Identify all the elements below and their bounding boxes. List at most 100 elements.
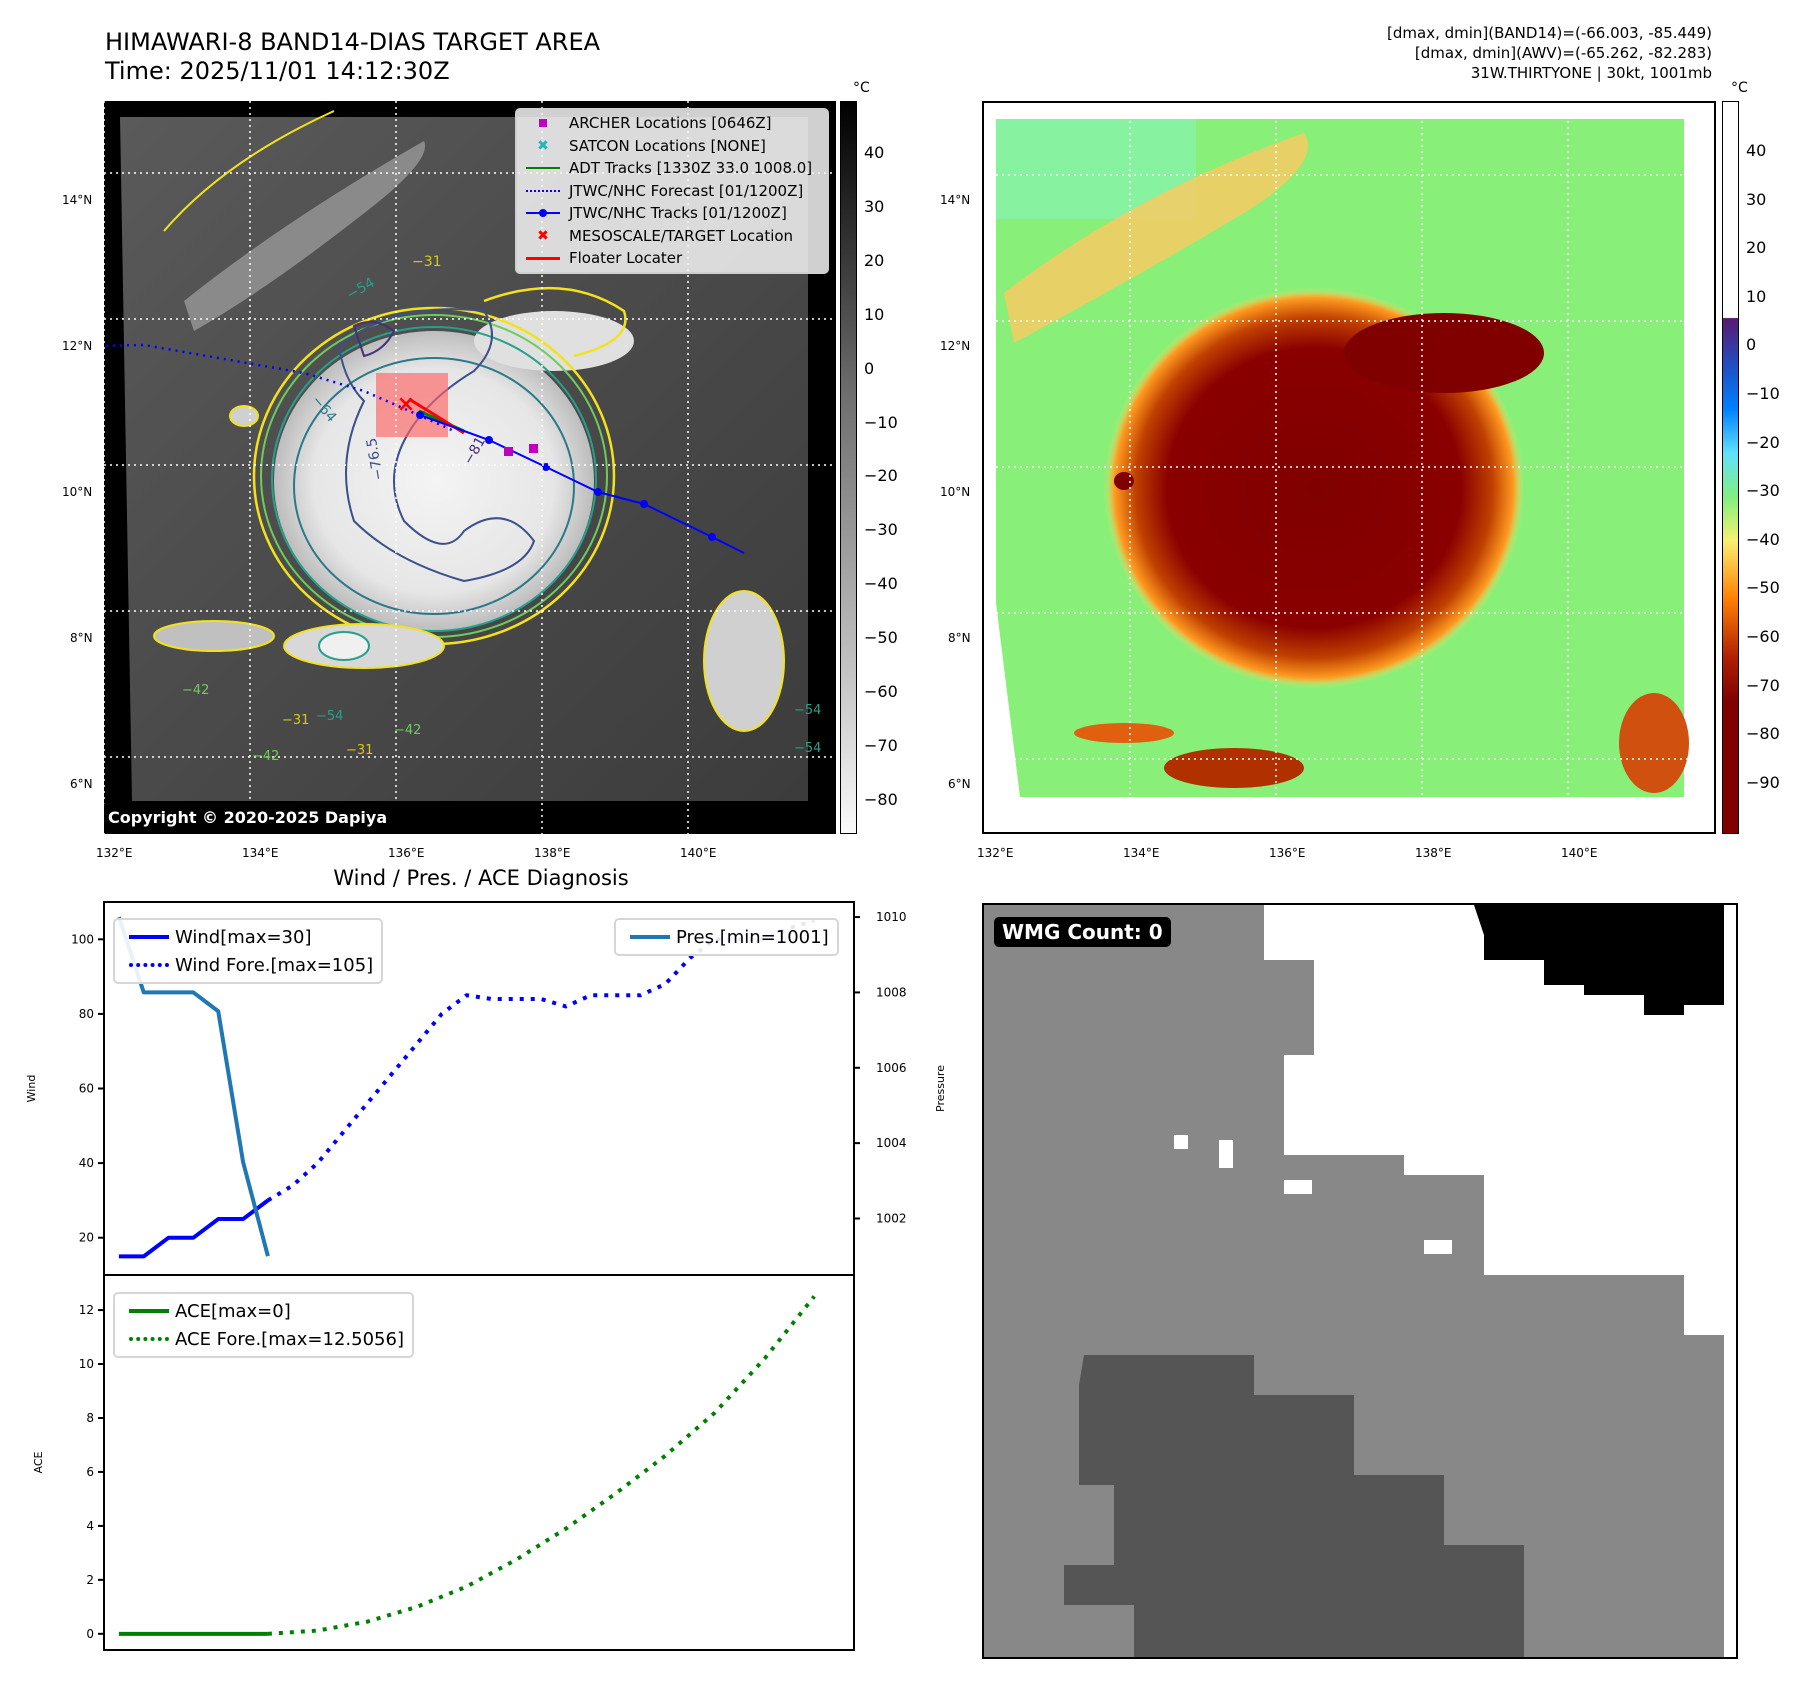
- legend-item-jtwc-forecast: JTWC/NHC Forecast [01/1200Z]: [517, 180, 827, 203]
- colorbar-unit: °C: [1731, 80, 1748, 96]
- left-map-title-line1: HIMAWARI-8 BAND14-DIAS TARGET AREA: [105, 28, 601, 56]
- x-marker-icon: ✖: [537, 227, 549, 244]
- colorbar-tick-label: −70: [864, 735, 898, 755]
- legend-item-satcon: ✖ SATCON Locations [NONE]: [537, 136, 766, 155]
- contour-label: −31: [412, 254, 442, 270]
- lon-tick: 138°E: [1415, 846, 1452, 860]
- ace-ytick-label: 6: [86, 1465, 94, 1479]
- legend-item-ace-forecast: ACE Fore.[max=12.5056]: [123, 1325, 404, 1353]
- left-map-panel: × −31 −54 −64 −76.5 −81 −42 −54 −31 −42 …: [104, 101, 836, 834]
- contour-minus54: [271, 326, 597, 632]
- wmg-panel: WMG Count: 0: [982, 903, 1738, 1659]
- x-marker-icon: ✖: [537, 137, 549, 154]
- map-gridlines: [104, 101, 836, 834]
- cloud-band-nw: [184, 141, 426, 331]
- colorbar-tick-label: 40: [864, 143, 885, 162]
- lat-tick: 6°N: [70, 777, 93, 791]
- lat-tick: 14°N: [62, 193, 93, 207]
- wind-ytick-label: 40: [79, 1156, 94, 1170]
- left-colorbar: [840, 101, 857, 834]
- mesoscale-target-marker: ×: [397, 392, 415, 417]
- colorbar-tick-label: −80: [1746, 724, 1780, 744]
- contour-label: −54: [794, 741, 822, 756]
- contour-minus64: [293, 357, 575, 615]
- ace-ytick-label: 2: [86, 1573, 94, 1587]
- contour-label: −42: [182, 683, 210, 698]
- colorbar-tick-label: −60: [864, 682, 898, 701]
- colorbar-tick-label: −50: [864, 628, 898, 648]
- map-gridlines: [984, 103, 1714, 832]
- info-line-band14: [dmax, dmin](BAND14)=(-66.003, -85.449): [1387, 24, 1712, 42]
- legend-item-mesoscale: ✖ MESOSCALE/TARGET Location: [537, 226, 794, 245]
- floater-box: [376, 373, 448, 437]
- colorbar-tick-label: 10: [864, 304, 885, 324]
- colorbar-unit: °C: [853, 80, 870, 96]
- archer-location-marker: [504, 447, 513, 456]
- ace-ytick-label: 10: [79, 1357, 94, 1371]
- legend-item-floater: Floater Locater: [517, 247, 827, 270]
- colorbar-tick-label: 20: [1746, 238, 1767, 258]
- colorbar-tick-label: 10: [1746, 286, 1767, 306]
- pressure-legend: Pres.[min=1001]: [614, 918, 839, 956]
- lat-tick: 8°N: [948, 631, 971, 645]
- colorbar-tick-label: −10: [1746, 384, 1780, 403]
- diagnosis-title: Wind / Pres. / ACE Diagnosis: [333, 866, 629, 890]
- lat-tick: 14°N: [940, 193, 971, 207]
- contour-label: −31: [346, 743, 374, 758]
- legend-item-archer: ARCHER Locations [0646Z]: [517, 112, 827, 135]
- jtwc-track-point: [542, 463, 550, 471]
- solid-line-icon: [526, 256, 560, 260]
- wind-line: [118, 1198, 270, 1259]
- legend-item-wind-forecast: Wind Fore.[max=105]: [123, 951, 373, 979]
- line-dot-icon: [526, 209, 560, 218]
- colorbar-tick-label: 30: [864, 196, 885, 216]
- lon-tick: 134°E: [1123, 846, 1160, 860]
- colorbar-tick-label: −70: [1746, 675, 1780, 695]
- contour-label: −54: [316, 709, 344, 724]
- colorbar-tick-label: 40: [1746, 141, 1767, 160]
- pressure-ytick-label: 1002: [876, 1211, 907, 1225]
- legend-item-wind: Wind[max=30]: [123, 923, 373, 951]
- pressure-ytick-label: 1008: [876, 985, 907, 999]
- lat-tick: 10°N: [62, 485, 93, 499]
- wind-ytick-label: 100: [71, 932, 94, 946]
- pressure-ytick-label: 1006: [876, 1061, 907, 1075]
- wmg-grid: [984, 905, 1724, 1657]
- pressure-ytick-label: 1004: [876, 1136, 907, 1150]
- wmg-region-black: [1474, 905, 1724, 1015]
- colorbar-tick-label: −50: [1746, 578, 1780, 598]
- lon-tick: 134°E: [242, 846, 279, 860]
- lon-tick: 138°E: [534, 846, 571, 860]
- ace-chart: 12 10 8 6 4 2 0 ACE: [32, 1274, 855, 1651]
- contour-minus81: [352, 321, 396, 358]
- map-legend: ARCHER Locations [0646Z] ✖ SATCON Locatio…: [515, 108, 829, 274]
- colorbar-tick-label: 0: [1746, 335, 1757, 355]
- storm-info: 31W.THIRTYONE | 30kt, 1001mb: [1470, 64, 1712, 82]
- colorbar-tick-label: −20: [864, 466, 898, 486]
- contour-minus76: [337, 308, 536, 583]
- solid-line-icon: [129, 935, 169, 939]
- lat-tick: 10°N: [940, 485, 971, 499]
- left-map-image: ×: [104, 101, 836, 834]
- legend-item-pressure: Pres.[min=1001]: [624, 923, 829, 951]
- pressure-axis-label: Pressure: [934, 1065, 947, 1112]
- contour-label: −42: [252, 749, 280, 764]
- solid-line-icon: [129, 1309, 169, 1313]
- jtwc-track-point: [640, 500, 648, 508]
- jtwc-track-point: [416, 411, 424, 419]
- colorbar-tick-label: −30: [1746, 481, 1780, 501]
- contour-label: −42: [394, 723, 422, 738]
- colorbar-tick-label: −60: [1746, 627, 1780, 646]
- ace-ytick-label: 12: [79, 1303, 94, 1317]
- wind-pressure-chart: 100 80 60 40 20 1010 1008 1006 1004 1002 Wind Press…: [25, 901, 947, 1276]
- lat-tick: 6°N: [948, 777, 971, 791]
- ace-axis-label: ACE: [32, 1451, 45, 1473]
- dotted-line-icon: [129, 1337, 169, 1341]
- archer-location-marker: [529, 444, 538, 453]
- wind-ytick-label: 80: [79, 1007, 94, 1021]
- lon-tick: 140°E: [680, 846, 717, 860]
- colorbar-tick-label: −20: [1746, 432, 1780, 452]
- colorbar-tick-label: 20: [864, 250, 885, 270]
- right-map-image: [984, 103, 1714, 832]
- jtwc-track-point: [485, 436, 493, 444]
